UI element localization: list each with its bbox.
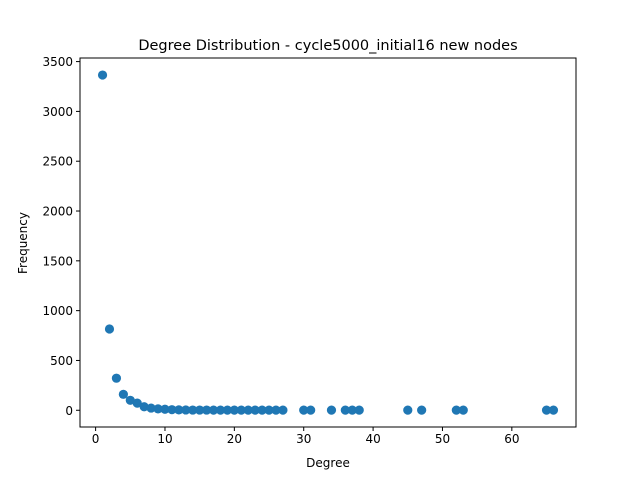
x-axis-label: Degree [306, 456, 350, 470]
y-tick-label: 1500 [42, 254, 73, 268]
chart-title: Degree Distribution - cycle5000_initial1… [138, 38, 517, 54]
data-point [97, 70, 108, 80]
y-tick-label: 3500 [42, 55, 73, 69]
data-point [146, 403, 156, 413]
data-point [111, 373, 122, 383]
data-point [167, 405, 177, 415]
data-point [222, 405, 233, 415]
data-point [195, 405, 205, 415]
data-point [208, 405, 219, 415]
data-point [278, 405, 288, 415]
data-point [458, 405, 468, 415]
x-tick-label: 0 [92, 432, 100, 446]
plot-frame [79, 57, 577, 428]
data-point [215, 405, 226, 415]
data-point [354, 405, 364, 415]
data-point [229, 405, 239, 415]
data-point [347, 405, 357, 415]
data-point [132, 398, 142, 408]
x-tick-label: 40 [365, 432, 380, 446]
data-point [264, 405, 274, 415]
x-tick-label: 20 [227, 432, 242, 446]
data-point [125, 395, 135, 405]
y-tick-label: 2500 [42, 155, 73, 169]
data-point [153, 404, 163, 414]
data-point [118, 389, 128, 399]
x-tick-label: 60 [504, 432, 519, 446]
data-point [236, 405, 246, 415]
y-tick-label: 0 [65, 404, 73, 418]
data-point [181, 405, 191, 415]
data-point [271, 405, 281, 415]
y-tick-label: 2000 [42, 205, 73, 219]
x-axis-ticks: 0 10 20 30 40 50 60 [92, 427, 519, 446]
x-tick-label: 30 [296, 432, 311, 446]
data-point [243, 405, 253, 415]
data-point [451, 405, 461, 415]
data-point [340, 405, 350, 415]
data-point [160, 404, 170, 414]
data-point [548, 405, 559, 415]
data-point [403, 405, 413, 415]
y-tick-label: 3000 [42, 105, 73, 119]
data-point [257, 405, 267, 415]
y-tick-label: 500 [50, 354, 73, 368]
y-tick-label: 1000 [42, 304, 73, 318]
data-point [541, 405, 552, 415]
data-point [299, 405, 309, 415]
data-point [306, 405, 316, 415]
y-axis-ticks: 0 500 1000 1500 2000 2500 3000 3500 [42, 55, 80, 418]
data-point [104, 324, 115, 334]
data-point [326, 405, 337, 415]
data-point [139, 402, 149, 412]
data-point [174, 405, 184, 415]
x-tick-label: 50 [435, 432, 450, 446]
data-point [202, 405, 212, 415]
data-point [188, 405, 198, 415]
x-tick-label: 10 [157, 432, 172, 446]
data-point [417, 405, 427, 415]
y-axis-label: Frequency [16, 212, 30, 274]
data-points [97, 70, 559, 415]
data-point [250, 405, 260, 415]
